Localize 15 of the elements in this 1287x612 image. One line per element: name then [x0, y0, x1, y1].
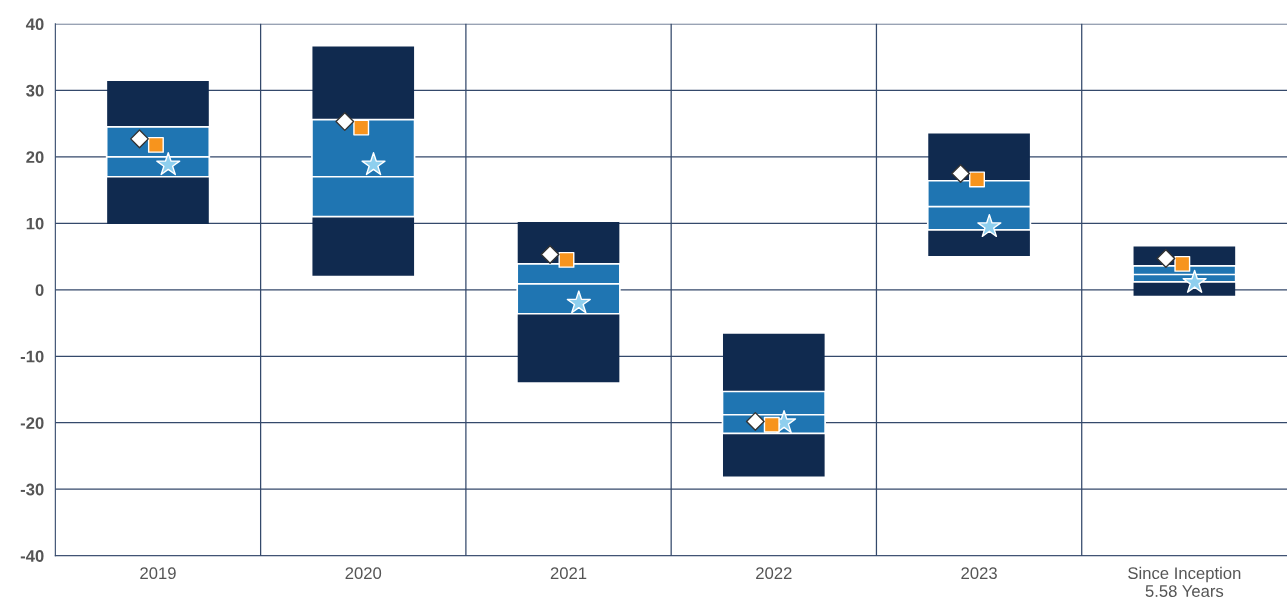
y-tick-label: -20 — [20, 417, 44, 429]
x-tick-label: 2022 — [756, 567, 792, 580]
x-tick-label: 2020 — [345, 567, 382, 580]
y-tick-label: 10 — [26, 217, 44, 230]
y-tick-label: 40 — [25, 18, 44, 31]
x-tick-label: 2023 — [961, 567, 997, 580]
x-tick-label: Since Inception 5.58 Years — [1128, 566, 1241, 597]
y-tick-label: -40 — [20, 550, 44, 562]
y-tick-label: 30 — [26, 84, 44, 97]
x-tick-label: 2019 — [140, 567, 176, 580]
x-tick-label: 2021 — [550, 567, 587, 580]
y-tick-label: 20 — [26, 151, 44, 164]
y-tick-label: 0 — [35, 284, 44, 296]
y-tick-label: -10 — [20, 350, 44, 363]
y-tick-label: -30 — [20, 483, 44, 496]
